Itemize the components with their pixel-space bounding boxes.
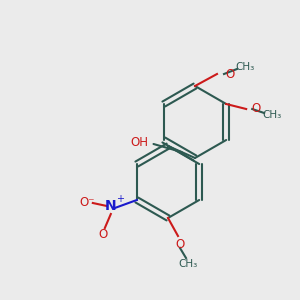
Text: OH: OH xyxy=(130,136,148,148)
Text: CH₃: CH₃ xyxy=(262,110,282,120)
Text: N: N xyxy=(105,199,117,213)
Text: CH₃: CH₃ xyxy=(236,62,255,72)
Text: CH₃: CH₃ xyxy=(178,259,198,269)
Text: O: O xyxy=(98,229,107,242)
Text: +: + xyxy=(116,194,124,204)
Text: O⁻: O⁻ xyxy=(79,196,94,208)
Text: O: O xyxy=(176,238,184,250)
Text: O: O xyxy=(252,103,261,116)
Text: O: O xyxy=(225,68,235,80)
